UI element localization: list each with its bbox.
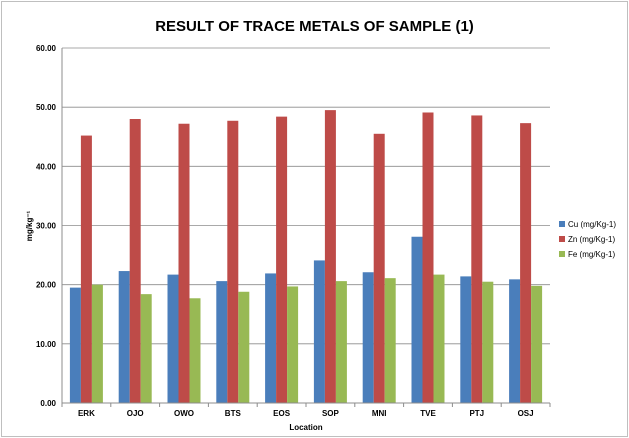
bar-ojo-3 <box>140 294 152 403</box>
x-axis-title: Location <box>289 423 322 432</box>
bar-osj-2 <box>520 123 532 404</box>
bar-erk-1 <box>69 287 81 403</box>
bar-erk-3 <box>91 284 103 403</box>
bar-mni-1 <box>362 272 374 403</box>
bar-ojo-2 <box>129 119 141 403</box>
x-tick-label: SOP <box>322 409 340 418</box>
legend-label: Fe (mg/Kg-1) <box>568 250 615 259</box>
bar-ptj-2 <box>471 115 483 403</box>
bar-ptj-1 <box>460 276 472 403</box>
bar-erk-2 <box>80 135 92 404</box>
legend-label: Zn (mg/Kg-1) <box>568 235 615 244</box>
x-tick-label: MNI <box>372 409 387 418</box>
bar-sop-3 <box>335 281 347 403</box>
x-tick-label: PTJ <box>469 409 484 418</box>
bar-mni-2 <box>373 133 385 403</box>
x-tick-label: ERK <box>78 409 95 418</box>
bar-tve-1 <box>411 236 423 403</box>
bar-bts-2 <box>227 120 239 404</box>
chart-title: RESULT OF TRACE METALS OF SAMPLE (1) <box>155 18 474 35</box>
bar-eos-1 <box>265 273 277 403</box>
y-tick-label: 30.00 <box>36 222 57 231</box>
bar-mni-3 <box>384 278 396 403</box>
legend-swatch <box>559 221 565 227</box>
x-tick-label: TVE <box>420 409 436 418</box>
bar-eos-2 <box>276 116 288 403</box>
y-tick-label: 10.00 <box>36 340 57 349</box>
bar-eos-3 <box>287 286 299 403</box>
legend-swatch <box>559 251 565 257</box>
bar-ptj-3 <box>482 281 494 403</box>
y-axis-title: mg/kg⁻¹ <box>25 210 34 241</box>
bar-osj-1 <box>509 279 521 403</box>
bar-tve-2 <box>422 112 434 403</box>
bar-tve-3 <box>433 274 445 403</box>
bar-owo-3 <box>189 298 201 403</box>
bar-owo-1 <box>167 274 179 403</box>
x-tick-label: OJO <box>127 409 144 418</box>
bar-bts-3 <box>238 291 250 403</box>
x-tick-label: OWO <box>174 409 194 418</box>
y-tick-label: 50.00 <box>36 103 57 112</box>
bar-sop-1 <box>313 260 325 403</box>
x-tick-label: BTS <box>225 409 242 418</box>
y-tick-label: 0.00 <box>40 399 56 408</box>
x-tick-label: OSJ <box>518 409 534 418</box>
y-tick-label: 40.00 <box>36 162 57 171</box>
y-tick-label: 60.00 <box>36 44 57 53</box>
x-tick-label: EOS <box>273 409 291 418</box>
bar-sop-2 <box>324 110 336 403</box>
legend-label: Cu (mg/Kg-1) <box>568 220 616 229</box>
y-tick-label: 20.00 <box>36 281 57 290</box>
bar-owo-2 <box>178 123 190 403</box>
bar-osj-3 <box>531 285 543 403</box>
bar-bts-1 <box>216 281 228 403</box>
legend-swatch <box>559 236 565 242</box>
bar-ojo-1 <box>118 271 130 403</box>
